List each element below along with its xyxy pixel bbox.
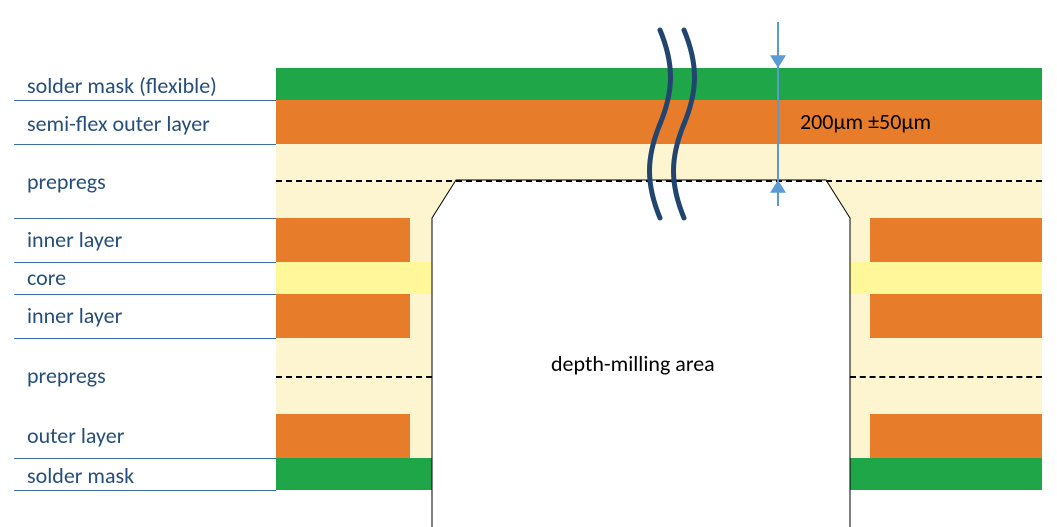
wavy-break	[0, 0, 1057, 527]
